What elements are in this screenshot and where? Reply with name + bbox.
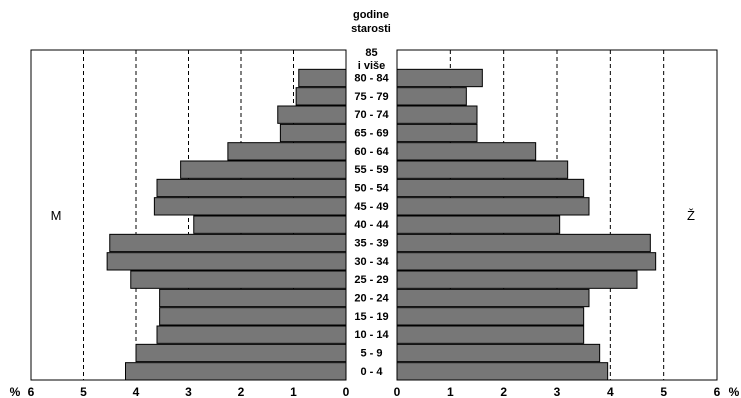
age-group-label: 40 - 44	[354, 219, 389, 231]
bar-female	[396, 362, 609, 381]
age-group-label: 60 - 64	[354, 146, 389, 158]
age-labels: 0 - 4 5 - 9 10 - 14 15 - 19 20 - 24 25 - 29 30…	[354, 47, 389, 378]
chart-title-line-2: starosti	[351, 23, 391, 35]
bar-male	[156, 325, 347, 344]
age-group-label: 35 - 39	[354, 238, 388, 250]
bar-male	[135, 343, 347, 363]
age-group-label: 75 - 79	[354, 91, 388, 103]
x-tick-label-female: 6	[714, 385, 721, 398]
x-unit-label-left: %	[10, 385, 21, 398]
bar-female	[396, 197, 590, 216]
bar-male	[193, 215, 347, 234]
x-tick-label-male: 1	[290, 385, 297, 398]
age-group-label: 50 - 54	[354, 183, 389, 195]
bar-male	[277, 105, 347, 124]
x-tick-label-male: 6	[28, 385, 35, 398]
x-tick-label-male: 0	[343, 385, 350, 398]
age-group-label: 30 - 34	[354, 256, 389, 268]
bar-male	[159, 288, 347, 308]
x-tick-label-female: 2	[500, 385, 507, 398]
x-tick-label-male: 2	[238, 385, 245, 398]
age-group-label: 25 - 29	[354, 274, 388, 286]
bar-female	[396, 252, 657, 271]
bar-male	[109, 233, 347, 253]
age-group-label: 15 - 19	[354, 311, 388, 323]
age-group-label: 45 - 49	[354, 201, 388, 213]
bar-male	[227, 142, 347, 161]
bar-female	[396, 68, 483, 88]
x-unit-label-right: %	[729, 385, 740, 398]
x-tick-label-female: 1	[447, 385, 454, 398]
bar-female	[396, 123, 478, 143]
bar-female	[396, 307, 585, 326]
bar-female	[396, 215, 561, 234]
age-group-label: 55 - 59	[354, 164, 388, 176]
male-series-label: M	[51, 208, 62, 223]
age-group-label: 85 i više	[358, 47, 386, 72]
bar-female	[396, 288, 590, 308]
x-axis-ticks: 0 0 1 1 2 2 3 3 4 4 5 5 6 6	[28, 385, 721, 398]
bar-female	[396, 178, 585, 198]
age-group-label: 70 - 74	[354, 109, 389, 121]
bar-male	[130, 270, 347, 289]
bar-female	[396, 233, 651, 253]
bar-male	[180, 160, 347, 179]
bar-female	[396, 160, 569, 179]
bar-male	[125, 362, 347, 381]
x-tick-label-female: 4	[607, 385, 614, 398]
bar-male	[295, 87, 347, 106]
x-tick-label-female: 3	[554, 385, 561, 398]
age-group-label: 10 - 14	[354, 329, 389, 341]
age-group-label: 0 - 4	[360, 366, 383, 378]
bar-male	[279, 123, 347, 143]
age-group-label: 65 - 69	[354, 128, 388, 140]
bar-female	[396, 105, 478, 124]
age-group-label: 5 - 9	[360, 348, 382, 360]
bar-male	[159, 307, 347, 326]
bar-male	[156, 178, 347, 198]
bar-female	[396, 87, 467, 106]
female-series-label: Ž	[687, 208, 695, 223]
x-tick-label-male: 4	[133, 385, 140, 398]
chart-title-line-1: godine	[353, 9, 389, 21]
bar-male	[106, 252, 347, 271]
bar-male	[298, 68, 347, 88]
bar-female	[396, 270, 638, 289]
x-tick-label-male: 5	[80, 385, 87, 398]
bar-female	[396, 343, 601, 363]
age-group-label: 20 - 24	[354, 293, 389, 305]
bars	[106, 68, 657, 381]
x-tick-label-female: 5	[660, 385, 667, 398]
age-group-label: 80 - 84	[354, 73, 389, 85]
bar-female	[396, 325, 585, 344]
x-tick-label-male: 3	[185, 385, 192, 398]
bar-female	[396, 142, 537, 161]
bar-male	[153, 197, 347, 216]
x-tick-label-female: 0	[394, 385, 401, 398]
